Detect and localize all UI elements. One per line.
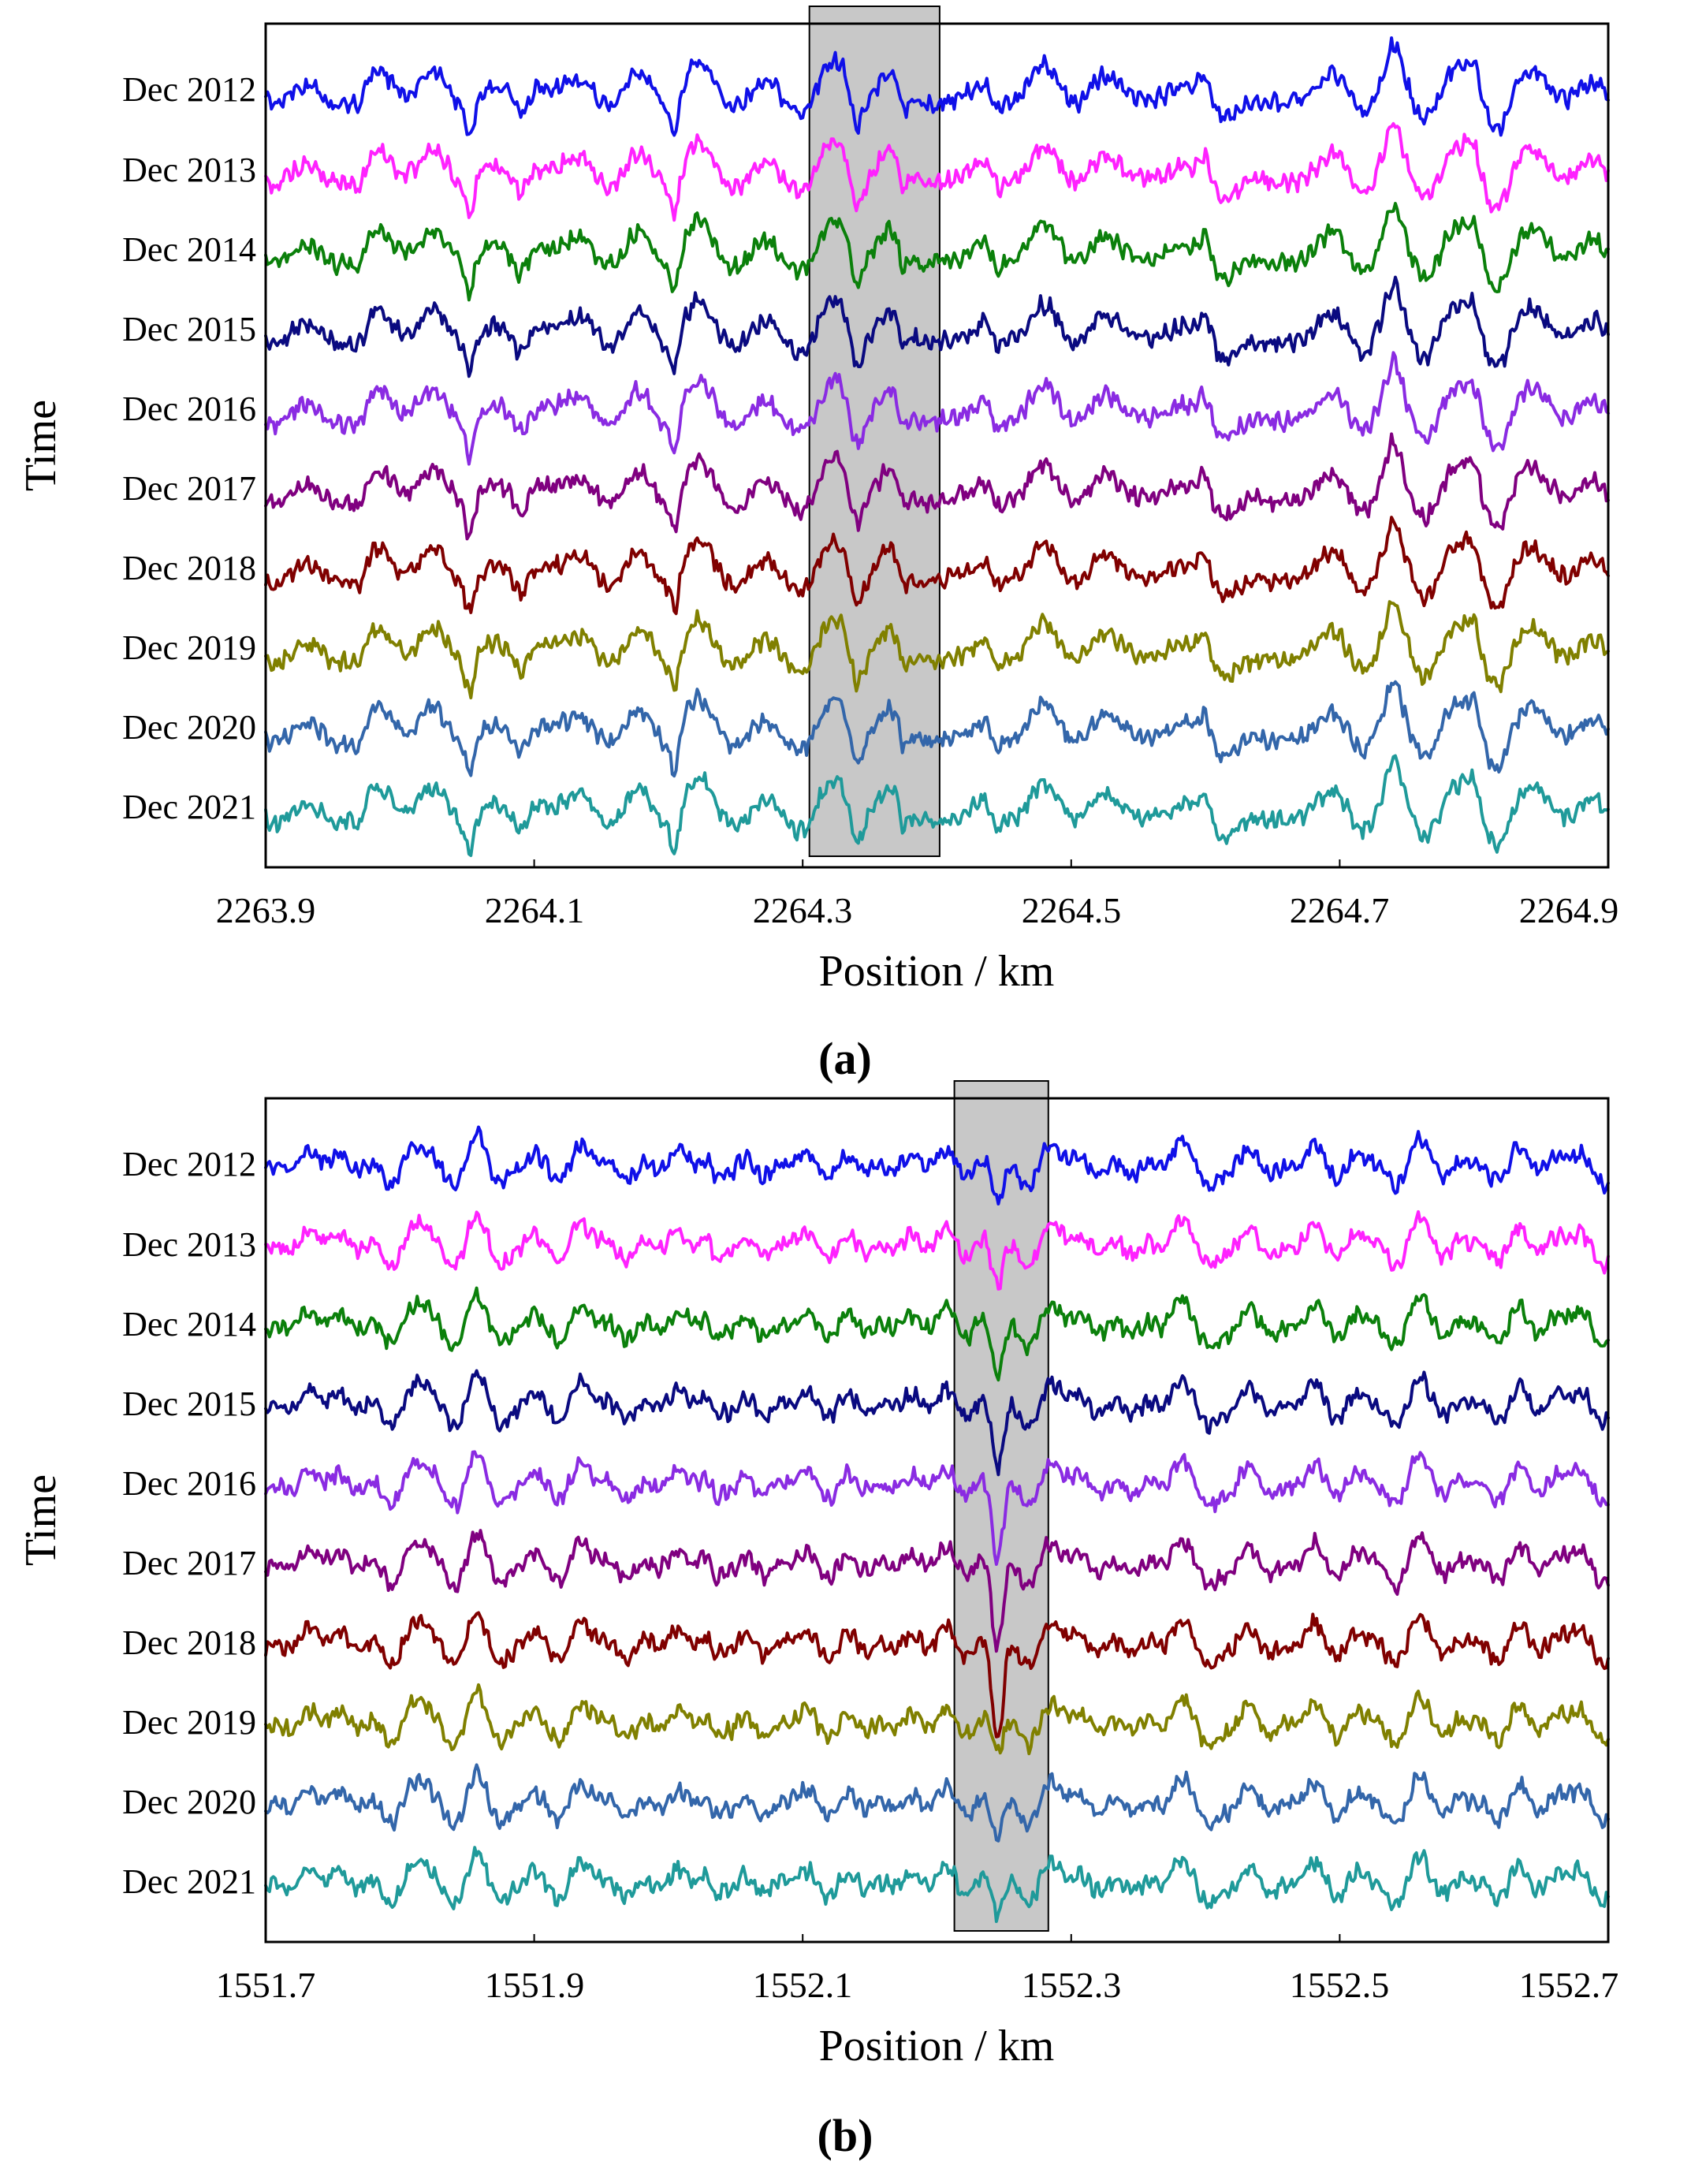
series-line-a-dec-2018 (264, 516, 1610, 616)
series-line-b-dec-2012 (264, 1125, 1610, 1206)
series-line-a-dec-2013 (264, 121, 1610, 222)
y-label-a-dec-2016: Dec 2016 (122, 389, 256, 428)
plot-frame-b (264, 1097, 1610, 1944)
y-label-a-dec-2021: Dec 2021 (122, 788, 256, 826)
x-tick-label-b-4: 1552.5 (1290, 1965, 1390, 2005)
y-label-b-dec-2021: Dec 2021 (122, 1862, 256, 1901)
y-label-b-dec-2020: Dec 2020 (122, 1783, 256, 1821)
y-label-a-dec-2019: Dec 2019 (122, 628, 256, 667)
x-tick-label-b-1: 1551.9 (485, 1965, 585, 2005)
x-tick-label-a-3: 2264.5 (1022, 890, 1122, 930)
y-label-a-dec-2020: Dec 2020 (122, 708, 256, 747)
x-tick-labels-a: 2263.9 2264.1 2264.3 2264.5 2264.7 2264.… (216, 890, 1619, 930)
x-axis-title-b: Position / km (819, 2022, 1055, 2070)
y-label-a-dec-2013: Dec 2013 (122, 151, 256, 189)
series-line-a-dec-2017 (264, 432, 1610, 541)
series-line-a-dec-2019 (264, 600, 1610, 699)
y-label-b-dec-2018: Dec 2018 (122, 1623, 256, 1662)
y-label-b-dec-2016: Dec 2016 (122, 1464, 256, 1503)
x-tick-label-b-5: 1552.7 (1519, 1965, 1619, 2005)
series-line-b-dec-2021 (264, 1846, 1610, 1923)
y-label-b-dec-2014: Dec 2014 (122, 1305, 256, 1344)
x-axis-title-a: Position / km (819, 947, 1055, 996)
highlight-region-b (953, 1080, 1049, 1932)
y-label-b-dec-2012: Dec 2012 (122, 1145, 256, 1183)
series-line-b-dec-2014 (264, 1286, 1610, 1382)
series-line-b-dec-2017 (264, 1529, 1610, 1653)
x-tick-label-a-1: 2264.1 (485, 890, 585, 930)
x-ticks-a (265, 859, 1609, 867)
series-line-a-dec-2021 (264, 754, 1610, 857)
series-group-b (264, 1125, 1610, 1923)
series-line-a-dec-2020 (264, 680, 1610, 778)
y-label-a-dec-2012: Dec 2012 (122, 70, 256, 109)
x-tick-label-b-2: 1552.1 (753, 1965, 853, 2005)
y-label-b-dec-2017: Dec 2017 (122, 1544, 256, 1582)
series-line-a-dec-2015 (264, 275, 1610, 378)
y-label-a-dec-2018: Dec 2018 (122, 549, 256, 587)
x-tick-labels-b: 1551.7 1551.9 1552.1 1552.3 1552.5 1552.… (216, 1965, 1619, 2005)
y-axis-title-b: Time (17, 1474, 65, 1566)
y-label-a-dec-2014: Dec 2014 (122, 230, 256, 269)
panel-a: Dec 2012 Dec 2013 Dec 2014 Dec 2015 Dec … (17, 6, 1618, 1084)
x-tick-label-b-0: 1551.7 (216, 1965, 316, 2005)
x-tick-label-a-2: 2264.3 (753, 890, 853, 930)
x-tick-label-a-0: 2263.9 (216, 890, 316, 930)
series-line-b-dec-2016 (264, 1450, 1610, 1566)
y-label-a-dec-2015: Dec 2015 (122, 310, 256, 348)
series-line-a-dec-2014 (264, 202, 1610, 302)
plot-frame-a (264, 22, 1610, 869)
x-tick-label-b-3: 1552.3 (1022, 1965, 1122, 2005)
y-axis-title-a: Time (17, 400, 65, 491)
series-line-b-dec-2018 (264, 1611, 1610, 1739)
y-tick-labels-b: Dec 2012 Dec 2013 Dec 2014 Dec 2015 Dec … (122, 1145, 256, 1901)
panel-label-a: (a) (818, 1033, 872, 1084)
x-tick-label-a-5: 2264.9 (1519, 890, 1619, 930)
y-label-b-dec-2015: Dec 2015 (122, 1385, 256, 1423)
series-line-b-dec-2020 (264, 1763, 1610, 1843)
panel-b: Dec 2012 Dec 2013 Dec 2014 Dec 2015 Dec … (17, 1080, 1619, 2161)
y-label-b-dec-2013: Dec 2013 (122, 1225, 256, 1264)
x-tick-label-a-4: 2264.7 (1290, 890, 1390, 930)
series-line-b-dec-2015 (264, 1369, 1610, 1477)
y-label-a-dec-2017: Dec 2017 (122, 469, 256, 508)
series-line-a-dec-2012 (264, 36, 1610, 137)
x-ticks-b (265, 1934, 1609, 1942)
y-tick-labels-a: Dec 2012 Dec 2013 Dec 2014 Dec 2015 Dec … (122, 70, 256, 826)
series-line-b-dec-2019 (264, 1683, 1610, 1756)
series-line-a-dec-2016 (264, 351, 1610, 466)
series-line-b-dec-2013 (264, 1209, 1610, 1291)
panel-label-b: (b) (818, 2110, 873, 2161)
y-label-b-dec-2019: Dec 2019 (122, 1703, 256, 1742)
series-group-a (264, 36, 1610, 857)
